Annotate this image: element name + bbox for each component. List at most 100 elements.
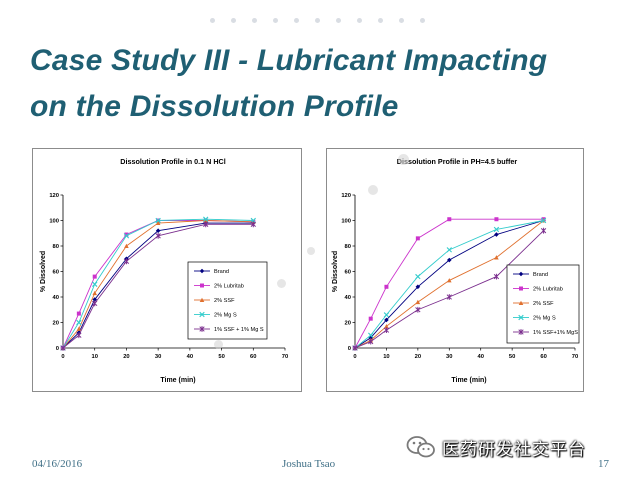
chart-1-legend-label: 1% SSF+1% MgS bbox=[533, 330, 578, 336]
chart-1-series-1-point bbox=[415, 236, 420, 241]
chart-ph45: Dissolution Profile in PH=4.5 buffer 0 20 4… bbox=[326, 148, 584, 392]
chart-ph45-svg: Dissolution Profile in PH=4.5 buffer 0 20 4… bbox=[332, 157, 580, 384]
chart-0-legend-marker bbox=[199, 297, 205, 302]
chart-1-series-4 bbox=[352, 227, 547, 351]
chart-0-legend-marker bbox=[199, 311, 205, 318]
chart-0-x-tick-label: 10 bbox=[91, 354, 97, 360]
chart-1-y-tick-label: 20 bbox=[345, 321, 351, 327]
chart-1-legend-marker bbox=[518, 329, 524, 335]
chart-1-x-tick-label: 30 bbox=[446, 354, 452, 360]
chart-0-legend-label: 2% Mg S bbox=[214, 313, 237, 319]
chart-1-legend-marker bbox=[519, 286, 523, 291]
chart-0-legend-label: 2% SSF bbox=[214, 298, 235, 304]
chart-0-x-axis-label: Time (min) bbox=[160, 377, 195, 384]
chart-1-series-3-point bbox=[383, 312, 390, 318]
chart-1-x-tick-label: 60 bbox=[540, 354, 546, 360]
chart-1-y-tick-label: 80 bbox=[345, 244, 351, 250]
chart-1-series-3-point bbox=[368, 332, 374, 338]
chart-0-series-4-point bbox=[203, 221, 209, 228]
chart-0-x-tick-label: 70 bbox=[282, 354, 288, 360]
chart-0-legend-label: 2% Lubritab bbox=[214, 284, 244, 290]
chart-1-x-tick-label: 10 bbox=[383, 354, 389, 360]
chart-1-series-0-point bbox=[384, 317, 389, 323]
chart-1-legend-marker bbox=[518, 314, 524, 321]
chart-0-series-4-point bbox=[76, 332, 82, 339]
chart-1-x-tick-label: 0 bbox=[353, 354, 356, 360]
chart-1-series-1-point bbox=[447, 217, 452, 222]
chart-0-series-3-point bbox=[123, 233, 130, 239]
watermark: 医药研发社交平台 bbox=[406, 430, 636, 464]
chart-0-x-tick-label: 40 bbox=[187, 354, 193, 360]
chart-1-x-tick-label: 70 bbox=[572, 354, 578, 360]
chart-1-series-4-point bbox=[540, 227, 547, 234]
chart-1-series-4-point bbox=[446, 294, 452, 300]
chart-1-series-3-point bbox=[415, 273, 421, 280]
slide-title-line-2: on the Dissolution Profile bbox=[30, 90, 399, 123]
chart-1-series-4-point bbox=[368, 338, 374, 345]
chart-1-y-axis-label: % Dissolved bbox=[332, 251, 339, 292]
chart-1-series-4-point bbox=[415, 306, 421, 313]
chart-1-legend-label: 2% Mg S bbox=[533, 316, 556, 322]
chart-0-series-2-point bbox=[124, 243, 129, 248]
chart-1-legend-label: 2% Lubritab bbox=[533, 287, 563, 293]
chart-0-y-tick-label: 100 bbox=[49, 219, 59, 225]
chart-1-series-3-point bbox=[493, 226, 500, 233]
chart-0-y-tick-label: 40 bbox=[53, 295, 59, 301]
chart-0-series-0-point bbox=[92, 297, 98, 302]
chart-0-series-4 bbox=[60, 221, 256, 351]
wechat-icon bbox=[406, 436, 435, 458]
chart-1-y-tick-label: 40 bbox=[345, 295, 351, 301]
chart-1-series-2-point bbox=[446, 278, 452, 283]
decorative-bubble bbox=[277, 279, 286, 288]
chart-0-legend-label: Brand bbox=[214, 269, 229, 275]
chart-0-series-4-point bbox=[60, 345, 66, 351]
chart-0-legend-marker bbox=[200, 283, 204, 288]
chart-0-series-3-point bbox=[155, 217, 161, 224]
chart-1-series-1-point bbox=[494, 217, 499, 222]
chart-1-x-axis-label: Time (min) bbox=[451, 377, 486, 384]
decorative-bubble bbox=[398, 154, 409, 165]
footer-date: 04/16/2016 bbox=[32, 458, 83, 470]
footer-author: Joshua Tsao bbox=[282, 458, 336, 470]
chart-0-series-3-point bbox=[92, 281, 98, 287]
chart-1-y-tick-label: 0 bbox=[348, 346, 351, 352]
chart-1-series-4-point bbox=[383, 327, 390, 334]
chart-0-x-tick-label: 60 bbox=[250, 354, 256, 360]
chart-1-series-4-point bbox=[493, 273, 500, 280]
chart-0-series-1-point bbox=[92, 274, 97, 279]
chart-0-x-tick-label: 0 bbox=[61, 354, 64, 360]
decorative-bubble bbox=[307, 247, 315, 255]
chart-0-x-tick-label: 20 bbox=[123, 354, 129, 360]
chart-1-series-1-point bbox=[368, 316, 373, 321]
chart-hcl: Dissolution Profile in 0.1 N HCl 0 20 40 60 8… bbox=[32, 148, 302, 392]
chart-0-y-tick-label: 80 bbox=[53, 244, 59, 250]
chart-1-title: Dissolution Profile in PH=4.5 buffer bbox=[397, 157, 518, 166]
chart-1-y-tick-label: 120 bbox=[341, 193, 351, 199]
chart-0-legend-marker bbox=[199, 326, 205, 332]
chart-1-legend-marker bbox=[518, 300, 524, 305]
chart-0-series-1-point bbox=[124, 232, 129, 237]
chart-1-series-0-point bbox=[368, 335, 374, 341]
slide-title: Case Study III - Lubricant Impacting on … bbox=[30, 38, 630, 130]
chart-0-series-1-point bbox=[76, 311, 81, 316]
chart-hcl-svg: Dissolution Profile in 0.1 N HCl 0 20 40 60 8… bbox=[40, 157, 288, 384]
slide-title-line-1: Case Study III - Lubricant Impacting bbox=[30, 44, 548, 77]
chart-1-x-tick-label: 40 bbox=[477, 354, 483, 360]
chart-0-x-tick-label: 50 bbox=[218, 354, 224, 360]
decorative-dots bbox=[210, 10, 450, 23]
decorative-bubble bbox=[368, 185, 378, 195]
chart-1-legend-label: 2% SSF bbox=[533, 301, 554, 307]
chart-1-series-4-point bbox=[352, 345, 358, 351]
chart-1-series-3-point bbox=[446, 247, 452, 253]
chart-1-series-3-point bbox=[540, 217, 547, 224]
chart-1-x-tick-label: 20 bbox=[415, 354, 421, 360]
chart-1-series-0-point bbox=[494, 232, 499, 237]
chart-0-y-tick-label: 0 bbox=[56, 346, 59, 352]
chart-1-series-2-point bbox=[415, 299, 421, 305]
chart-0-series-4-point bbox=[123, 258, 130, 265]
chart-0-y-tick-label: 60 bbox=[53, 270, 59, 276]
chart-1-series-2-point bbox=[384, 324, 389, 329]
chart-0-y-axis-label: % Dissolved bbox=[40, 251, 47, 292]
chart-0-series-3-point bbox=[76, 319, 82, 326]
decorative-bubble bbox=[214, 340, 223, 349]
